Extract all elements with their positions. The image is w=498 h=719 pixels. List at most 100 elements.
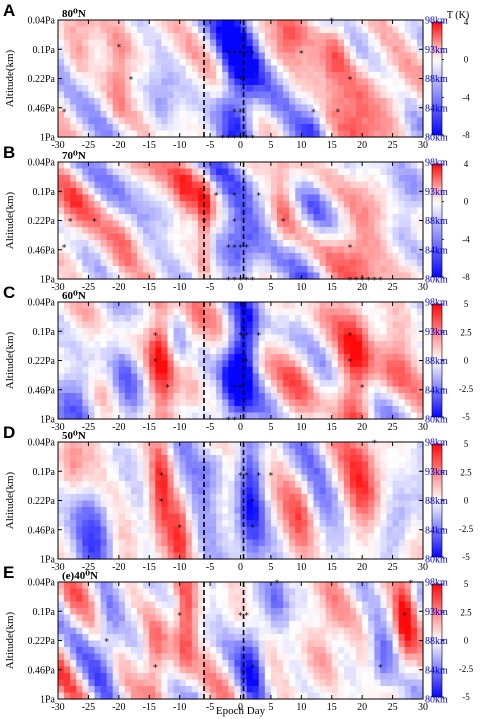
heatmap-cell [252, 26, 260, 34]
y-left-tick-label: 0.04Pa [28, 298, 56, 309]
heatmap-cell [155, 373, 163, 381]
heatmap-cell [283, 334, 290, 342]
heatmap-cell [82, 526, 90, 534]
heatmap-cell [58, 59, 65, 67]
heatmap-cell [210, 546, 217, 554]
heatmap-cell [392, 520, 400, 528]
heatmap-cell [70, 679, 77, 687]
heatmap-cell [131, 494, 138, 502]
heatmap-cell [313, 360, 321, 368]
heatmap-cell [88, 399, 96, 407]
heatmap-cell [106, 33, 114, 41]
heatmap-cell [210, 39, 217, 47]
heatmap-cell [404, 188, 412, 196]
heatmap-cell [258, 117, 266, 125]
heatmap-cell [264, 272, 272, 280]
heatmap-cell [380, 65, 388, 73]
heatmap-cell [380, 321, 388, 329]
heatmap-cell [356, 124, 363, 132]
heatmap-cell [149, 393, 156, 401]
heatmap-cell [374, 117, 382, 125]
heatmap-cell [319, 46, 327, 54]
heatmap-cell [386, 513, 394, 521]
heatmap-cell [325, 272, 333, 280]
heatmap-cell [277, 33, 284, 41]
heatmap-cell [234, 181, 242, 189]
heatmap-cell [350, 321, 357, 329]
heatmap-cell [404, 474, 412, 482]
significance-star: * [348, 76, 353, 86]
heatmap-cell [404, 233, 412, 241]
heatmap-cell [76, 188, 83, 196]
heatmap-cell [264, 52, 272, 60]
heatmap-cell [155, 72, 163, 80]
heatmap-cell [70, 601, 77, 609]
heatmap-cell [392, 354, 400, 362]
heatmap-cell [325, 448, 333, 456]
heatmap-cell [350, 188, 357, 196]
heatmap-cell [210, 474, 217, 482]
heatmap-cell [362, 500, 369, 508]
heatmap-cell [283, 26, 290, 34]
heatmap-cell [191, 85, 199, 93]
heatmap-cell [210, 104, 217, 112]
heatmap-cell [283, 20, 290, 28]
heatmap-cell [210, 487, 217, 495]
heatmap-cell [100, 627, 108, 635]
heatmap-cell [76, 653, 83, 661]
heatmap-cell [76, 634, 83, 642]
heatmap-cell [112, 386, 120, 394]
heatmap-cell [137, 627, 144, 635]
heatmap-cell [313, 341, 321, 349]
heatmap-cell [167, 373, 175, 381]
heatmap-cell [398, 59, 406, 67]
heatmap-cell [64, 315, 71, 323]
colorbar-tick-label: 0 [464, 496, 469, 506]
heatmap-cell [100, 393, 108, 401]
heatmap-cell [149, 207, 156, 215]
significance-star: * [244, 134, 249, 144]
y-axis-label: Altitude(km) [4, 471, 16, 529]
heatmap-cell [410, 406, 418, 414]
heatmap-cell [64, 214, 71, 222]
heatmap-cell [137, 588, 144, 596]
heatmap-cell [222, 308, 229, 316]
heatmap-cell [179, 481, 187, 489]
heatmap-cell [380, 399, 388, 407]
heatmap-cell [185, 233, 193, 241]
heatmap-cell [319, 442, 327, 450]
heatmap-cell [70, 130, 77, 138]
heatmap-cell [350, 360, 357, 368]
heatmap-cell [392, 347, 400, 355]
heatmap-cell [167, 272, 175, 280]
heatmap-cell [277, 130, 284, 138]
heatmap-cell [161, 78, 169, 86]
heatmap-cell [222, 85, 229, 93]
heatmap-cell [131, 360, 138, 368]
heatmap-cell [404, 406, 412, 414]
heatmap-cell [191, 46, 199, 54]
heatmap-cell [350, 162, 357, 170]
heatmap-cell [343, 412, 351, 420]
heatmap-cell [350, 308, 357, 316]
heatmap-cell [185, 46, 193, 54]
heatmap-cell [155, 188, 163, 196]
heatmap-cell [100, 455, 108, 463]
heatmap-cell [210, 360, 217, 368]
heatmap-cell [173, 201, 181, 209]
heatmap-cell [362, 341, 369, 349]
heatmap-cell [380, 513, 388, 521]
heatmap-cell [82, 162, 90, 170]
heatmap-cell [167, 487, 175, 495]
heatmap-cell [161, 85, 169, 93]
heatmap-cell [252, 461, 260, 469]
heatmap-cell [416, 442, 424, 450]
heatmap-cell [343, 207, 351, 215]
heatmap-cell [325, 227, 333, 235]
heatmap-cell [88, 59, 96, 67]
heatmap-cell [100, 130, 108, 138]
heatmap-cell [118, 175, 126, 183]
heatmap-cell [210, 539, 217, 547]
heatmap-cell [398, 207, 406, 215]
heatmap-cell [58, 341, 65, 349]
